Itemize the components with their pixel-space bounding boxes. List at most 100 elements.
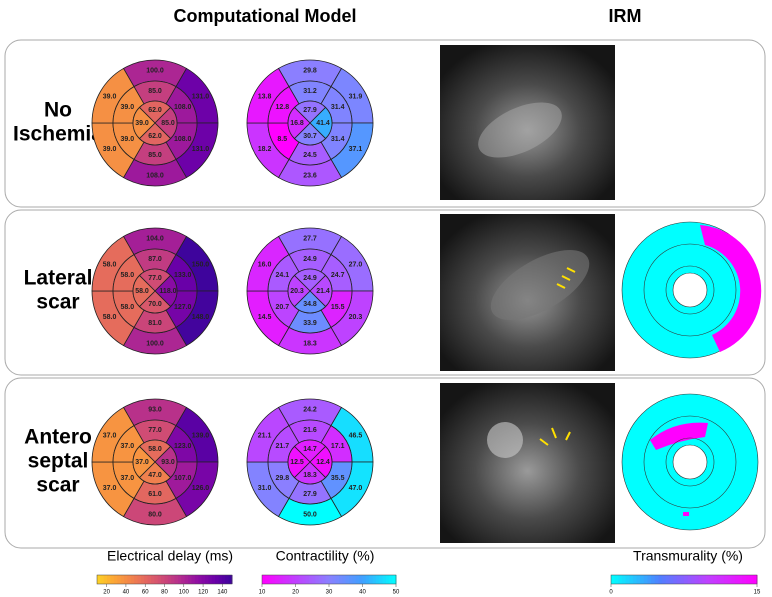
colorbar-cell (727, 575, 732, 584)
segment-value: 104.0 (146, 235, 164, 242)
segment-value: 37.0 (103, 433, 117, 440)
colorbar-cell (201, 575, 206, 584)
segment-value: 85.0 (148, 152, 162, 159)
segment (138, 290, 172, 314)
colorbar-cell (265, 575, 270, 584)
segment-value: 139.0 (192, 433, 210, 440)
segment-value: 31.0 (258, 485, 272, 492)
row-panel (4, 39, 766, 208)
segment-value: 24.5 (303, 152, 317, 159)
segment (132, 445, 156, 479)
segment-value: 77.0 (148, 275, 162, 282)
segment-value: 100.0 (146, 67, 164, 74)
segment-value: 58.0 (135, 288, 149, 295)
segment (287, 106, 311, 140)
segment-value: 21.1 (258, 433, 272, 440)
segment-value: 39.0 (135, 120, 149, 127)
segment-value: 29.8 (303, 67, 317, 74)
segment-value: 37.0 (120, 443, 134, 450)
colorbar-cell (318, 575, 323, 584)
segment-value: 46.5 (349, 433, 363, 440)
colorbar-cell (365, 575, 370, 584)
colorbar-cell (352, 575, 357, 584)
segment-value: 58.0 (103, 314, 117, 321)
colorbar-cell (345, 575, 350, 584)
colorbar-cell (110, 575, 115, 584)
tick-label: 10 (259, 590, 266, 596)
segment-value: 41.4 (316, 120, 330, 127)
colorbar-cell (342, 575, 347, 584)
colorbar-cell (355, 575, 360, 584)
tick-label: 50 (393, 590, 400, 596)
colorbar-cell (369, 575, 374, 584)
segment-value: 80.0 (148, 511, 162, 518)
colorbar-cell (157, 575, 162, 584)
colorbar-cell (329, 575, 333, 584)
segment-value: 12.5 (290, 459, 304, 466)
colorbar-cell (621, 575, 627, 584)
colorbar-cell (654, 575, 659, 584)
colorbar-cell (662, 575, 667, 584)
segment-value: 126.0 (192, 485, 210, 492)
colorbar-label: Electrical delay (ms) (107, 548, 233, 564)
bullseye: 104.0150.0148.0100.058.058.087.0133.0127… (91, 227, 219, 355)
segment-value: 24.9 (303, 256, 317, 263)
colorbar-cell (749, 575, 754, 584)
segment-value: 21.7 (275, 443, 289, 450)
segment (138, 439, 172, 463)
colorbar-cell (694, 575, 700, 584)
segment (293, 100, 327, 124)
segment-value: 58.0 (120, 272, 134, 279)
segment-value: 37.0 (135, 459, 149, 466)
segment-value: 24.1 (275, 272, 289, 279)
colorbar-cell (713, 575, 718, 584)
segment (138, 100, 172, 124)
segment (309, 106, 333, 140)
segment-value: 39.0 (103, 146, 117, 153)
colorbar-cell (298, 575, 303, 584)
colorbar-cell (658, 575, 663, 584)
row-panel (4, 209, 766, 376)
tick-label: 40 (123, 590, 130, 596)
segment-value: 31.4 (331, 136, 345, 143)
colorbar-cell (375, 575, 380, 584)
colorbar-cell (308, 575, 313, 584)
colorbar-cell (171, 575, 176, 584)
colorbar-cell (137, 575, 142, 584)
segment-value: 77.0 (148, 427, 162, 434)
colorbar-cell (724, 575, 729, 584)
tick-label: 20 (292, 590, 299, 596)
colorbar-cell (332, 575, 337, 584)
colorbar-cell (687, 575, 692, 584)
row-label: septal (28, 450, 89, 473)
colorbar-cell (288, 575, 293, 584)
mri-image (440, 45, 615, 200)
colorbar-cell (716, 575, 721, 584)
segment-value: 107.0 (174, 475, 192, 482)
segment (293, 122, 327, 146)
segment-value: 108.0 (146, 172, 164, 179)
row-label: Lateral (24, 267, 93, 290)
segment-value: 31.4 (331, 104, 345, 111)
segment-value: 15.5 (331, 304, 345, 311)
colorbar-cell (379, 575, 384, 584)
colorbar-cell (218, 575, 223, 584)
tick-label: 0 (609, 590, 613, 596)
colorbar-cell (164, 575, 169, 584)
segment (154, 274, 178, 308)
colorbar-cell (151, 575, 155, 584)
colorbar-cell (625, 575, 630, 584)
segment (154, 106, 178, 140)
colorbar-cell (272, 575, 276, 584)
colorbar-cell (362, 575, 367, 584)
colorbar-cell (385, 575, 390, 584)
segment-value: 24.9 (303, 275, 317, 282)
colorbar-cell (181, 575, 186, 584)
segment-value: 20.3 (290, 288, 304, 295)
colorbar-cell (698, 575, 703, 584)
colorbar-cell (161, 575, 165, 584)
colorbar-cell (614, 575, 619, 584)
colorbar-cell (709, 575, 714, 584)
colorbar-cell (140, 575, 145, 584)
segment-value: 70.0 (148, 301, 162, 308)
